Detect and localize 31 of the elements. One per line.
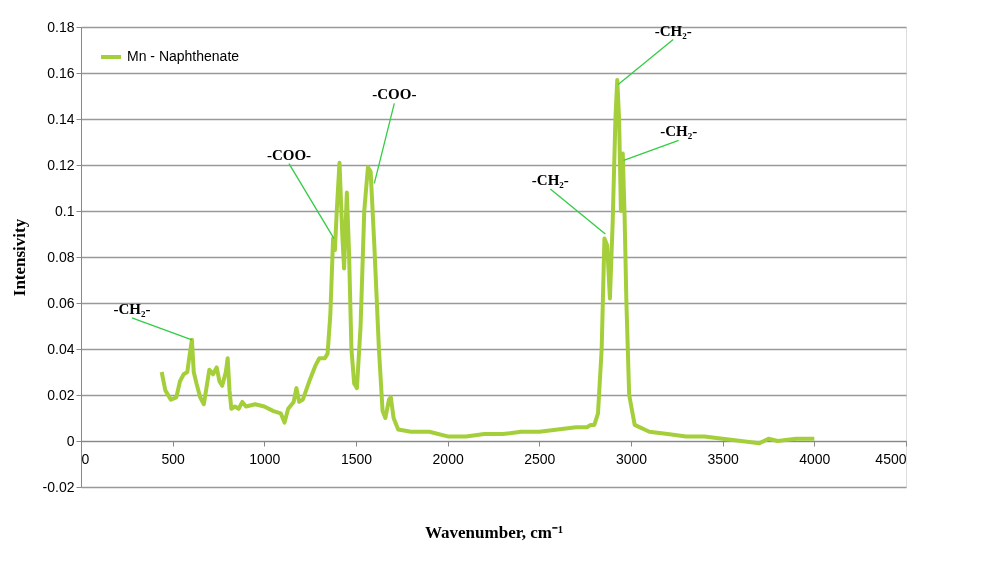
y-tick-label: 0.08 xyxy=(47,248,75,265)
annotation: -CH₂- xyxy=(654,22,692,39)
y-tick-label: 0.04 xyxy=(47,340,75,357)
y-axis-title: Intensivity xyxy=(9,218,29,297)
x-tick-label: 2000 xyxy=(432,450,464,467)
annotation: -CH₂- xyxy=(113,300,151,317)
y-tick-label: 0.16 xyxy=(47,64,75,81)
x-tick-label: 1500 xyxy=(340,450,373,467)
line-series xyxy=(159,77,817,446)
annotation: -CH₂- xyxy=(660,123,698,140)
x-axis-title: Wavenumber, cm⁻¹ xyxy=(425,522,563,542)
annotation: -COO- xyxy=(372,86,417,103)
y-tick-label: -0.02 xyxy=(42,478,75,495)
y-tick-label: 0.02 xyxy=(47,386,75,403)
x-tick-label: 4500 xyxy=(875,450,907,467)
annotation: -COO- xyxy=(266,146,312,163)
x-tick-label: 2500 xyxy=(524,450,556,467)
x-tick-label: 3000 xyxy=(615,450,648,467)
y-tick-label: 0 xyxy=(66,432,75,449)
x-tick-label: 4000 xyxy=(799,450,831,467)
y-tick-label: 0.12 xyxy=(47,156,75,173)
x-tick-label: 0 xyxy=(81,450,90,467)
x-tick-label: 1000 xyxy=(249,450,281,467)
x-tick-label: 3500 xyxy=(707,450,739,467)
annotation: -CH₂- xyxy=(531,172,569,188)
legend-label: Mn - Naphthenate xyxy=(127,48,240,64)
x-tick-label: 500 xyxy=(161,450,186,467)
y-tick-label: 0.18 xyxy=(47,18,75,35)
y-tick-label: 0.06 xyxy=(47,294,75,311)
y-tick-label: 0.1 xyxy=(55,202,75,219)
y-tick-label: 0.14 xyxy=(47,110,75,127)
